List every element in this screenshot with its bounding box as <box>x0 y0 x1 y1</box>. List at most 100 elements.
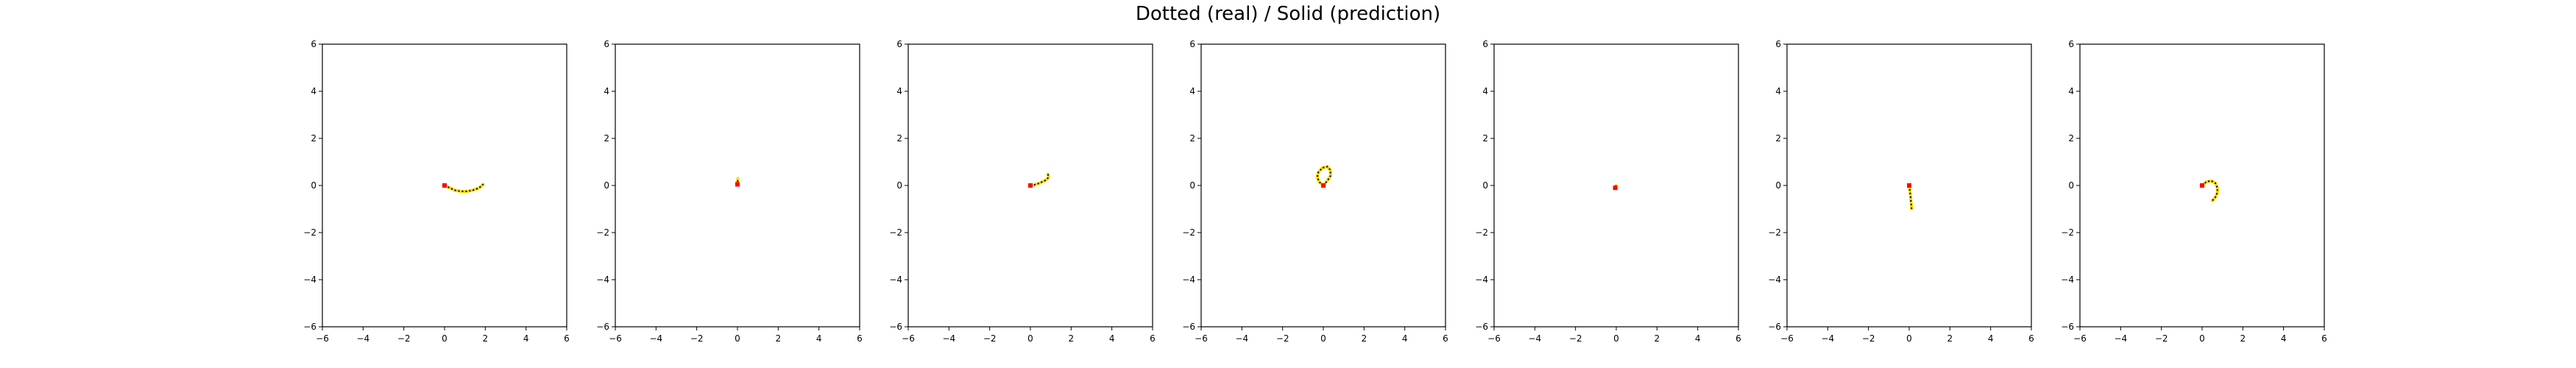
x-tick-label: −2 <box>1862 333 1875 344</box>
real-line <box>1316 166 1331 186</box>
x-tick-label: −6 <box>902 333 915 344</box>
y-tick-label: 0 <box>1482 180 1488 191</box>
start-marker <box>1613 185 1618 191</box>
y-tick-label: 6 <box>604 39 609 49</box>
y-tick-label: −2 <box>596 227 609 238</box>
x-tick-label: 2 <box>776 333 782 344</box>
x-tick-label: 2 <box>1947 333 1953 344</box>
x-tick-label: 0 <box>442 333 447 344</box>
y-tick-label: 0 <box>604 180 609 191</box>
y-tick-label: −2 <box>889 227 902 238</box>
x-tick-label: 0 <box>1906 333 1912 344</box>
y-tick-label: 6 <box>2068 39 2074 49</box>
x-tick-label: 6 <box>2028 333 2034 344</box>
x-tick-label: 0 <box>1027 333 1033 344</box>
x-tick-label: −6 <box>1195 333 1208 344</box>
y-tick-label: −4 <box>1182 275 1195 285</box>
y-tick-label: 0 <box>896 180 902 191</box>
y-tick-label: −4 <box>889 275 902 285</box>
start-marker <box>1907 183 1911 188</box>
y-tick-label: 0 <box>1775 180 1781 191</box>
y-tick-label: 0 <box>2068 180 2074 191</box>
y-tick-label: 6 <box>1775 39 1781 49</box>
x-tick-label: 2 <box>1655 333 1660 344</box>
prediction-line <box>1029 172 1050 187</box>
x-tick-label: −2 <box>983 333 997 344</box>
subplot-6: −6 −4 −2 0 2 4 6 −6 −4 −2 0 2 4 6 <box>1768 39 2034 344</box>
x-tick-label: 0 <box>2199 333 2205 344</box>
x-tick-label: −4 <box>356 333 369 344</box>
y-tick-label: −6 <box>1182 322 1195 332</box>
x-tick-label: −2 <box>1276 333 1289 344</box>
x-tick-label: 2 <box>1362 333 1367 344</box>
y-tick-label: 2 <box>311 133 316 144</box>
x-tick-label: 4 <box>1695 333 1701 344</box>
x-tick-label: −6 <box>2073 333 2087 344</box>
x-tick-label: −2 <box>1569 333 1582 344</box>
y-tick-label: −2 <box>1768 227 1781 238</box>
x-tick-label: −4 <box>2114 333 2127 344</box>
y-tick-label: −4 <box>1768 275 1781 285</box>
y-tick-label: 2 <box>1189 133 1195 144</box>
real-line <box>1030 174 1050 186</box>
x-tick-label: 6 <box>857 333 863 344</box>
subplot-1: −6 −4 −2 0 2 4 6 −6 −4 −2 0 2 4 6 <box>303 39 570 344</box>
start-marker <box>1321 183 1326 188</box>
x-tick-label: 4 <box>523 333 529 344</box>
figure-title: Dotted (real) / Solid (prediction) <box>1135 3 1441 25</box>
x-tick-label: −6 <box>1780 333 1794 344</box>
x-tick-label: −4 <box>649 333 662 344</box>
y-tick-label: −2 <box>2061 227 2074 238</box>
y-tick-label: 6 <box>311 39 316 49</box>
y-tick-label: 2 <box>1482 133 1488 144</box>
x-tick-label: 6 <box>2321 333 2327 344</box>
y-tick-label: −6 <box>303 322 316 332</box>
x-tick-label: −2 <box>397 333 411 344</box>
x-tick-label: 4 <box>1109 333 1115 344</box>
x-tick-label: 6 <box>564 333 570 344</box>
x-tick-label: 0 <box>1320 333 1326 344</box>
y-tick-label: −4 <box>1475 275 1488 285</box>
y-tick-label: −4 <box>2061 275 2074 285</box>
y-tick-label: −6 <box>2061 322 2074 332</box>
subplot-3: −6 −4 −2 0 2 4 6 −6 −4 −2 0 2 4 6 <box>889 39 1156 344</box>
x-tick-label: 2 <box>1069 333 1075 344</box>
y-tick-label: 4 <box>896 86 902 96</box>
x-tick-label: 6 <box>1150 333 1156 344</box>
y-tick-label: −6 <box>1768 322 1781 332</box>
x-tick-label: −6 <box>316 333 329 344</box>
y-tick-label: 2 <box>604 133 609 144</box>
x-tick-label: 4 <box>1402 333 1408 344</box>
y-tick-label: −6 <box>596 322 609 332</box>
x-tick-label: −6 <box>609 333 622 344</box>
x-tick-label: −4 <box>1235 333 1248 344</box>
y-tick-label: 2 <box>2068 133 2074 144</box>
x-tick-label: −6 <box>1487 333 1501 344</box>
x-tick-label: −4 <box>942 333 955 344</box>
y-tick-label: 4 <box>311 86 316 96</box>
y-tick-label: 4 <box>604 86 609 96</box>
y-tick-label: 2 <box>896 133 902 144</box>
y-tick-label: 6 <box>1189 39 1195 49</box>
start-marker <box>442 183 447 188</box>
x-tick-label: 6 <box>1443 333 1448 344</box>
subplot-5: −6 −4 −2 0 2 4 6 −6 −4 −2 0 2 4 6 <box>1475 39 1741 344</box>
x-tick-label: 2 <box>483 333 489 344</box>
x-tick-label: −2 <box>2155 333 2168 344</box>
x-tick-label: 0 <box>1613 333 1619 344</box>
x-tick-label: 0 <box>735 333 740 344</box>
start-marker <box>735 182 740 187</box>
y-tick-label: 4 <box>1775 86 1781 96</box>
x-tick-label: −4 <box>1528 333 1541 344</box>
y-tick-label: −6 <box>1475 322 1488 332</box>
y-tick-label: −2 <box>303 227 316 238</box>
subplot-7: −6 −4 −2 0 2 4 6 −6 −4 −2 0 2 4 6 <box>2061 39 2327 344</box>
y-tick-label: 4 <box>2068 86 2074 96</box>
y-tick-label: −2 <box>1475 227 1488 238</box>
y-tick-label: −6 <box>889 322 902 332</box>
y-tick-label: 4 <box>1189 86 1195 96</box>
y-tick-label: 6 <box>1482 39 1488 49</box>
y-tick-label: 6 <box>896 39 902 49</box>
y-tick-label: −4 <box>303 275 316 285</box>
